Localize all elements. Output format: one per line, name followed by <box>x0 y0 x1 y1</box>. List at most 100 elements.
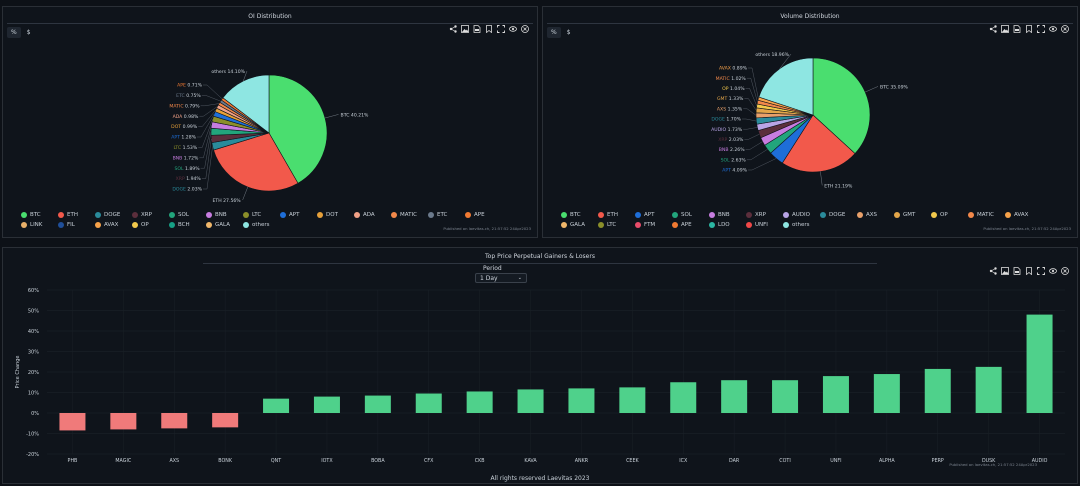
pie-slice-others[interactable] <box>758 57 814 116</box>
legend-item-ltc[interactable]: LTC <box>598 221 635 229</box>
pie-slice-others[interactable] <box>222 74 270 134</box>
legend-item-others[interactable]: others <box>783 221 820 229</box>
legend-item-unfi[interactable]: UNFI <box>746 221 783 229</box>
legend-item-link[interactable]: LINK <box>21 221 58 229</box>
pie-slice-eth[interactable] <box>213 132 299 192</box>
legend-item-btc[interactable]: BTC <box>561 211 598 219</box>
legend-item-bch[interactable]: BCH <box>169 221 206 229</box>
legend-item-xrp[interactable]: XRP <box>746 211 783 219</box>
legend-item-gala[interactable]: GALA <box>206 221 243 229</box>
legend-item-matic[interactable]: MATIC <box>968 211 1005 219</box>
legend-item-avax[interactable]: AVAX <box>95 221 132 229</box>
legend-item-matic[interactable]: MATIC <box>391 211 428 219</box>
legend-item-bnb[interactable]: BNB <box>206 211 243 219</box>
pie-slice-btc[interactable] <box>268 74 328 184</box>
bar-iotx[interactable] <box>313 396 340 413</box>
legend-item-eth[interactable]: ETH <box>58 211 95 219</box>
bar-bonk[interactable] <box>212 413 239 428</box>
bar-dar[interactable] <box>721 380 748 413</box>
legend-item-ada[interactable]: ADA <box>354 211 391 219</box>
percent-toggle[interactable]: % <box>547 27 561 38</box>
x-tick-label: ICX <box>679 458 688 464</box>
fullscreen-icon[interactable] <box>1037 25 1045 33</box>
legend-label: AVAX <box>104 222 119 228</box>
bar-boba[interactable] <box>364 395 391 413</box>
bookmark-icon[interactable] <box>485 25 493 33</box>
legend-item-fil[interactable]: FIL <box>58 221 95 229</box>
fullscreen-icon[interactable] <box>497 25 505 33</box>
legend-item-sol[interactable]: SOL <box>672 211 709 219</box>
legend-item-bnb[interactable]: BNB <box>709 211 746 219</box>
pdf-icon[interactable] <box>473 25 481 33</box>
bar-ankr[interactable] <box>568 388 595 413</box>
close-icon[interactable] <box>521 25 529 33</box>
legend-item-eth[interactable]: ETH <box>598 211 635 219</box>
legend-item-doge[interactable]: DOGE <box>95 211 132 219</box>
eye-icon[interactable] <box>509 25 517 33</box>
legend-item-audio[interactable]: AUDIO <box>783 211 820 219</box>
bar-icx[interactable] <box>670 382 697 413</box>
legend-item-etc[interactable]: ETC <box>428 211 465 219</box>
legend-item-ape[interactable]: APE <box>465 211 502 219</box>
legend-item-others[interactable]: others <box>243 221 280 229</box>
image-icon[interactable] <box>461 25 469 33</box>
legend-item-op[interactable]: OP <box>931 211 968 219</box>
legend-item-ltc[interactable]: LTC <box>243 211 280 219</box>
legend-item-op[interactable]: OP <box>132 221 169 229</box>
period-dropdown[interactable]: 1 Day ⌄ <box>475 273 527 283</box>
dollar-toggle[interactable]: $ <box>26 29 31 36</box>
pie-slice-btc[interactable] <box>812 57 871 154</box>
bookmark-icon[interactable] <box>1025 267 1033 275</box>
legend-item-gala[interactable]: GALA <box>561 221 598 229</box>
pdf-icon[interactable] <box>1013 267 1021 275</box>
bar-qnt[interactable] <box>263 398 290 413</box>
image-icon[interactable] <box>1001 25 1009 33</box>
bar-unfi[interactable] <box>822 376 849 413</box>
bar-axs[interactable] <box>161 413 188 429</box>
y-tick-label: 0% <box>31 411 39 417</box>
slice-leader-line <box>199 106 218 117</box>
legend-label: ETH <box>607 212 618 218</box>
legend-item-ape[interactable]: APE <box>672 221 709 229</box>
bar-dusk[interactable] <box>975 366 1002 413</box>
legend-item-gmt[interactable]: GMT <box>894 211 931 219</box>
footer-copyright: All rights reserved Laevitas 2023 <box>490 475 590 482</box>
bar-ceek[interactable] <box>619 387 646 413</box>
legend-item-apt[interactable]: APT <box>635 211 672 219</box>
pie-slice-eth[interactable] <box>781 114 856 173</box>
legend-item-apt[interactable]: APT <box>280 211 317 219</box>
legend-item-dot[interactable]: DOT <box>317 211 354 219</box>
fullscreen-icon[interactable] <box>1037 267 1045 275</box>
bar-magic[interactable] <box>110 413 137 430</box>
pdf-icon[interactable] <box>1013 25 1021 33</box>
bar-cfx[interactable] <box>415 393 442 413</box>
percent-toggle[interactable]: % <box>7 27 21 38</box>
bar-perp[interactable] <box>924 368 951 413</box>
bar-alpha[interactable] <box>873 374 900 413</box>
legend-item-ftm[interactable]: FTM <box>635 221 672 229</box>
legend-item-doge[interactable]: DOGE <box>820 211 857 219</box>
close-icon[interactable] <box>1061 267 1069 275</box>
legend-item-avax[interactable]: AVAX <box>1005 211 1042 219</box>
close-icon[interactable] <box>1061 25 1069 33</box>
eye-icon[interactable] <box>1049 267 1057 275</box>
share-icon[interactable] <box>989 25 997 33</box>
legend-item-xrp[interactable]: XRP <box>132 211 169 219</box>
slice-leader-line <box>243 70 248 82</box>
legend-label: AVAX <box>1014 212 1029 218</box>
share-icon[interactable] <box>989 267 997 275</box>
eye-icon[interactable] <box>1049 25 1057 33</box>
bar-kava[interactable] <box>517 389 544 413</box>
bar-phb[interactable] <box>59 413 86 431</box>
legend-item-ldo[interactable]: LDO <box>709 221 746 229</box>
legend-item-axs[interactable]: AXS <box>857 211 894 219</box>
bar-audio[interactable] <box>1026 314 1053 413</box>
bar-ckb[interactable] <box>466 391 493 413</box>
image-icon[interactable] <box>1001 267 1009 275</box>
legend-item-btc[interactable]: BTC <box>21 211 58 219</box>
bookmark-icon[interactable] <box>1025 25 1033 33</box>
dollar-toggle[interactable]: $ <box>566 29 571 36</box>
bar-coti[interactable] <box>772 380 799 413</box>
share-icon[interactable] <box>449 25 457 33</box>
legend-item-sol[interactable]: SOL <box>169 211 206 219</box>
